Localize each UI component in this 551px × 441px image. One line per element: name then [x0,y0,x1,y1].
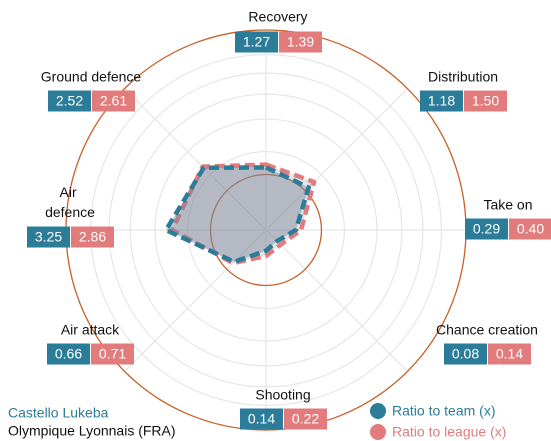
team-name: Olympique Lyonnais (FRA) [8,423,176,439]
value-label: 2.86 [79,229,106,245]
legend-label: Ratio to team (x) [392,403,495,419]
value-label: 1.18 [428,93,455,109]
value-box [48,90,91,112]
legend-label: Ratio to league (x) [392,424,506,440]
value-label: 1.50 [472,93,499,109]
value-label: 0.08 [452,346,479,362]
spoke [265,88,408,231]
value-label: 2.61 [100,93,127,109]
reference-circle [209,173,323,287]
player-name: Castello Lukeba [8,405,109,421]
value-label: 0.14 [496,346,523,362]
legend-marker [370,403,386,419]
value-label: 1.39 [287,34,314,50]
spoke [124,229,267,372]
value-label: 0.22 [292,411,319,427]
value-box [465,218,508,240]
value-label: 0.40 [517,221,544,237]
axis-label-line: Air [60,184,81,200]
value-box [47,343,90,365]
axis-label: Air defence [45,184,95,220]
spoke [124,88,267,231]
axis-label: Distribution [428,69,498,85]
axis-label-line: defence [45,204,95,220]
radar-area [163,165,311,265]
value-box [240,408,283,430]
value-box [235,31,278,53]
axis-label: Shooting [255,387,310,403]
value-box [464,90,507,112]
value-box [71,226,114,248]
axis-label: Recovery [248,9,307,25]
value-box [488,343,531,365]
value-box [27,226,70,248]
axis-label: Chance creation [436,322,538,338]
value-box [92,90,135,112]
value-label: 3.25 [35,229,62,245]
value-label: 1.27 [243,34,270,50]
value-label: 0.71 [99,346,126,362]
value-box [284,408,327,430]
value-label: 0.14 [248,411,275,427]
legend-marker [370,424,386,440]
value-label: 2.52 [56,93,83,109]
value-box [279,31,322,53]
value-box [509,218,551,240]
value-box [444,343,487,365]
value-box [91,343,134,365]
axis-label: Air attack [61,322,120,338]
axis-label: Ground defence [41,69,142,85]
value-label: 0.29 [473,221,500,237]
value-box [420,90,463,112]
axis-label: Take on [483,197,532,213]
spoke [265,229,408,372]
value-label: 0.66 [55,346,82,362]
